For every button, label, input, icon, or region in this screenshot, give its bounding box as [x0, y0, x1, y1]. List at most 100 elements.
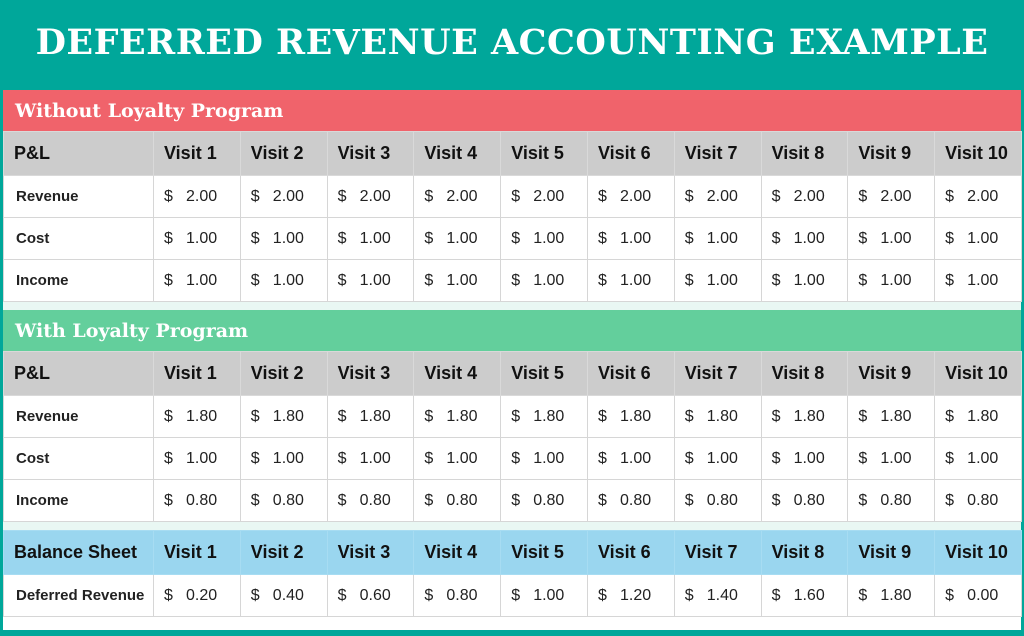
currency-symbol: $	[337, 229, 347, 247]
column-header: Visit 8	[760, 530, 849, 575]
currency-symbol: $	[250, 229, 260, 247]
cell-value: 1.00	[793, 229, 825, 247]
cell-value: 1.00	[359, 449, 391, 467]
cell-value: 0.80	[793, 491, 825, 509]
currency-symbol: $	[511, 187, 521, 205]
table-cell: $1.00	[673, 437, 762, 480]
table-row: Deferred Revenue $0.20 $0.40 $0.60 $0.80 $1.0…	[3, 574, 1022, 617]
table-cell: $2.00	[673, 175, 762, 218]
cell-value: 1.80	[619, 407, 652, 425]
table-row: Revenue $1.80 $1.80 $1.80 $1.80 $1.80 $1.80 $1.…	[3, 395, 1022, 438]
cell-value: 1.00	[272, 229, 304, 247]
currency-symbol: $	[164, 407, 173, 425]
currency-symbol: $	[684, 187, 694, 205]
currency-symbol: $	[945, 449, 955, 467]
currency-symbol: $	[164, 449, 173, 467]
currency-symbol: $	[945, 407, 955, 425]
currency-symbol: $	[337, 271, 347, 289]
cell-value: 2.00	[793, 187, 825, 205]
currency-symbol: $	[250, 586, 260, 604]
currency-symbol: $	[858, 586, 868, 604]
cell-value: 1.80	[880, 407, 912, 425]
cell-value: 1.00	[446, 229, 478, 247]
table-cell: $0.80	[239, 479, 328, 522]
currency-symbol: $	[684, 449, 694, 467]
table-cell: $1.00	[586, 259, 675, 302]
cell-value: 2.00	[967, 187, 999, 205]
currency-symbol: $	[684, 491, 694, 509]
currency-symbol: $	[858, 271, 868, 289]
table-cell: $0.80	[760, 479, 849, 522]
section-banner-with-loyalty: With Loyalty Program	[3, 310, 1021, 351]
table-cell: $1.00	[934, 217, 1022, 260]
currency-symbol: $	[945, 229, 955, 247]
table-header-row: Balance Sheet Visit 1 Visit 2 Visit 3 Vi…	[3, 530, 1022, 575]
cell-value: 2.00	[272, 187, 304, 205]
column-header: Visit 3	[326, 530, 415, 575]
table-cell: $1.80	[586, 395, 675, 438]
table-cell: $1.80	[239, 395, 328, 438]
currency-symbol: $	[511, 449, 521, 467]
column-header: Visit 7	[673, 131, 762, 176]
cell-value: 1.00	[533, 271, 565, 289]
currency-symbol: $	[424, 586, 434, 604]
column-header: Visit 2	[239, 530, 328, 575]
column-header: Visit 5	[500, 351, 588, 396]
balance-sheet-table: Balance Sheet Visit 1 Visit 2 Visit 3 Vi…	[3, 530, 1022, 617]
column-header: Visit 5	[500, 131, 588, 176]
currency-symbol: $	[771, 229, 781, 247]
table-cell: $0.80	[413, 479, 502, 522]
table-row: Income $0.80 $0.80 $0.80 $0.80 $0.80 $0.80 $0.8…	[3, 479, 1022, 522]
currency-symbol: $	[771, 187, 781, 205]
table-cell: $1.00	[586, 217, 675, 260]
table-body: Deferred Revenue $0.20 $0.40 $0.60 $0.80 $1.0…	[3, 574, 1022, 617]
currency-symbol: $	[597, 271, 607, 289]
cell-value: 0.80	[446, 491, 478, 509]
column-header: Visit 7	[673, 351, 762, 396]
cell-value: 1.80	[359, 407, 391, 425]
cell-value: 1.00	[186, 271, 218, 289]
table-cell: $1.00	[413, 259, 502, 302]
table-cell: $1.00	[760, 437, 849, 480]
table-cell: $1.00	[413, 437, 502, 480]
table-row: Cost $1.00 $1.00 $1.00 $1.00 $1.00 $1.00 $1.00 $…	[3, 217, 1022, 260]
currency-symbol: $	[424, 491, 434, 509]
currency-symbol: $	[337, 407, 347, 425]
currency-symbol: $	[684, 229, 694, 247]
column-header: Visit 4	[413, 530, 502, 575]
column-header: P&L	[3, 351, 154, 396]
row-label: Cost	[3, 437, 154, 480]
table-cell: $2.00	[500, 175, 588, 218]
table-cell: $2.00	[760, 175, 849, 218]
currency-symbol: $	[511, 271, 521, 289]
tables-panel: Without Loyalty Program P&L Visit 1 Visi…	[3, 90, 1022, 630]
column-header: Visit 3	[326, 351, 415, 396]
cell-value: 2.00	[706, 187, 738, 205]
column-header: Visit 9	[847, 530, 936, 575]
cell-value: 1.00	[706, 449, 738, 467]
table-cell: $0.80	[847, 479, 936, 522]
cell-value: 1.00	[359, 229, 391, 247]
cell-value: 0.80	[619, 491, 652, 509]
cell-value: 1.80	[272, 407, 304, 425]
table-cell: $1.00	[413, 217, 502, 260]
table-cell: $1.20	[586, 574, 675, 617]
table-header-row: P&L Visit 1 Visit 2 Visit 3 Visit 4 Visi…	[3, 131, 1022, 176]
cell-value: 0.80	[533, 491, 565, 509]
table-cell: $1.00	[500, 217, 588, 260]
table-cell: $0.80	[586, 479, 675, 522]
table-cell: $1.00	[934, 259, 1022, 302]
cell-value: 2.00	[533, 187, 565, 205]
table-cell: $1.60	[760, 574, 849, 617]
currency-symbol: $	[337, 449, 347, 467]
table-cell: $0.80	[500, 479, 588, 522]
currency-symbol: $	[684, 407, 694, 425]
table-cell: $1.80	[326, 395, 415, 438]
currency-symbol: $	[511, 491, 521, 509]
column-header: Visit 8	[760, 131, 849, 176]
table-cell: $1.00	[673, 259, 762, 302]
cell-value: 0.80	[359, 491, 391, 509]
cell-value: 1.00	[446, 271, 478, 289]
cell-value: 0.80	[967, 491, 999, 509]
row-label: Income	[3, 479, 154, 522]
